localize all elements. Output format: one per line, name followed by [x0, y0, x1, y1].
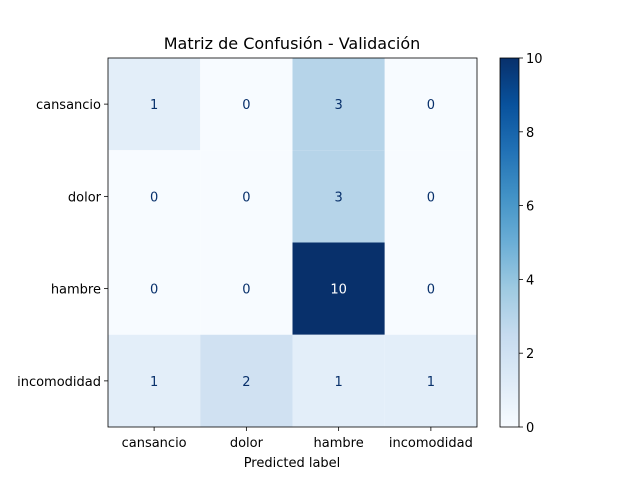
cell-value-label: 0	[242, 283, 250, 298]
cell-value-label: 3	[334, 98, 342, 113]
cell-value-label: 0	[242, 190, 250, 205]
cell-value-label: 0	[150, 190, 158, 205]
y-tick-label: dolor	[68, 190, 102, 205]
x-tick-label: incomodidad	[389, 436, 473, 451]
heatmap-cell	[384, 242, 477, 335]
heatmap-cell	[292, 150, 385, 243]
x-tick-label: hambre	[314, 436, 364, 451]
y-tick-label: hambre	[51, 283, 101, 298]
heatmap-cell	[384, 150, 477, 243]
heatmap-cell	[384, 334, 477, 427]
cell-value-label: 3	[334, 190, 342, 205]
heatmap-cells: 1 0 3 00 0 3 00 0 10 01 2 1 1	[108, 58, 477, 427]
heatmap-cell	[292, 242, 385, 335]
colorbar-tick-label: 0	[526, 421, 534, 436]
cell-value-label: 1	[150, 98, 158, 113]
heatmap-cell	[108, 150, 201, 243]
heatmap-cell	[292, 58, 385, 151]
colorbar: 0 2 4 6 8 10	[499, 52, 543, 436]
y-tick-label: incomodidad	[17, 375, 101, 390]
heatmap-cell	[108, 242, 201, 335]
x-tick-label: cansancio	[122, 436, 187, 451]
cell-value-label: 0	[427, 98, 435, 113]
colorbar-tick-label: 6	[526, 200, 534, 215]
heatmap-cell	[384, 58, 477, 151]
cell-value-label: 0	[242, 98, 250, 113]
cell-value-label: 0	[150, 283, 158, 298]
cell-value-label: 1	[427, 375, 435, 390]
colorbar-tick-label: 8	[526, 126, 534, 141]
cell-value-label: 10	[330, 283, 347, 298]
cell-value-label: 0	[427, 190, 435, 205]
y-tick-label: cansancio	[36, 98, 101, 113]
heatmap-cell	[200, 150, 293, 243]
plot-frame	[107, 57, 478, 428]
colorbar-tick-label: 4	[526, 273, 534, 288]
colorbar-fill	[500, 58, 519, 427]
heatmap-cell	[108, 58, 201, 151]
colorbar-frame	[499, 57, 520, 428]
cell-value-label: 1	[334, 375, 342, 390]
cell-value-label: 2	[242, 375, 250, 390]
heatmap-cell	[200, 58, 293, 151]
cell-value-label: 1	[150, 375, 158, 390]
chart-title: Matriz de Confusión - Validación	[164, 34, 421, 53]
x-tick-label: dolor	[230, 436, 264, 451]
heatmap-axes: cansancio dolor hambre incomodidad cansancio…	[17, 57, 478, 451]
heatmap-cell	[200, 242, 293, 335]
x-axis-label: Predicted label	[244, 456, 341, 471]
heatmap-cell	[108, 334, 201, 427]
colorbar-tick-label: 10	[526, 52, 543, 67]
heatmap-cell	[200, 334, 293, 427]
heatmap-cell	[292, 334, 385, 427]
colorbar-tick-label: 2	[526, 347, 534, 362]
cell-value-label: 0	[427, 283, 435, 298]
